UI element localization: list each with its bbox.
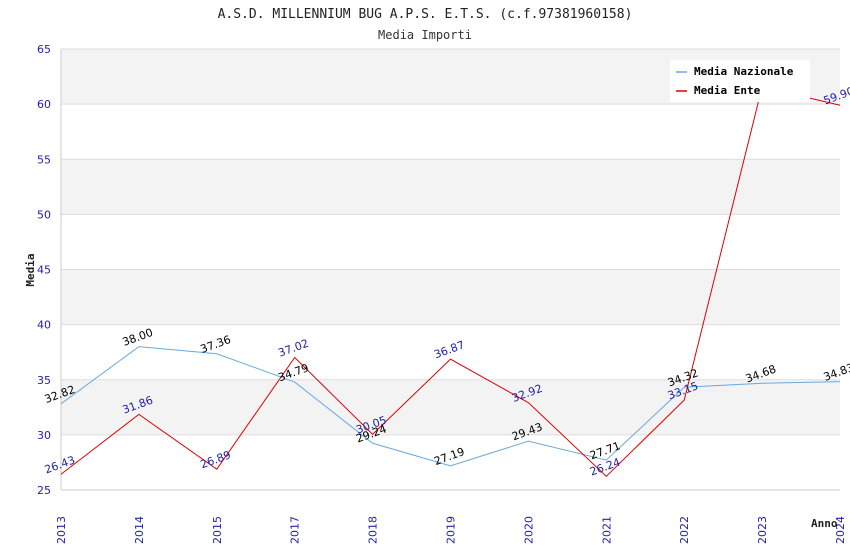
x-tick-label: 2018 — [367, 516, 380, 544]
y-tick-label: 65 — [37, 43, 51, 56]
x-tick-label: 2017 — [289, 516, 302, 544]
x-tick-label: 2024 — [834, 516, 847, 544]
series-lines — [60, 86, 841, 478]
legend: Media Nazionale Media Ente — [670, 60, 810, 102]
y-gridlines — [60, 48, 840, 491]
legend-entry-media-nazionale: Media Nazionale — [694, 65, 794, 78]
x-tick-label: 2014 — [133, 516, 146, 544]
x-tick-label: 2013 — [55, 516, 68, 544]
legend-entry-media-ente: Media Ente — [694, 84, 761, 97]
y-tick-label: 55 — [37, 153, 51, 166]
x-tick-label: 2019 — [445, 516, 458, 544]
x-tick-label: 2020 — [522, 516, 535, 544]
y-axis-label: Media — [24, 253, 37, 286]
y-tick-labels: 25 30 35 40 45 50 55 60 65 — [37, 43, 51, 497]
y-tick-label: 50 — [37, 208, 51, 221]
series-line-media-nazionale — [60, 346, 841, 467]
chart-title: A.S.D. MILLENNIUM BUG A.P.S. E.T.S. (c.f… — [218, 7, 633, 22]
grid-band — [61, 214, 840, 270]
x-tick-label: 2021 — [600, 516, 613, 544]
x-tick-labels: 2013 2014 2015 2017 2018 2019 2020 2021 2022 2023… — [55, 516, 847, 544]
series-line-media-ente — [60, 86, 841, 478]
y-tick-label: 25 — [37, 484, 51, 497]
x-tick-label: 2022 — [678, 516, 691, 544]
grid-band — [61, 269, 840, 325]
grid-band — [61, 434, 840, 490]
x-tick-label: 2023 — [756, 516, 769, 544]
legend-box — [670, 60, 810, 102]
grid-band — [61, 324, 840, 380]
y-tick-label: 40 — [37, 319, 51, 332]
grid-band — [61, 104, 840, 160]
grid-band — [61, 159, 840, 215]
y-tick-label: 35 — [37, 374, 51, 387]
grid-band — [61, 379, 840, 435]
grid-bands — [61, 49, 840, 490]
x-tick-label: 2015 — [211, 516, 224, 544]
y-tick-label: 45 — [37, 264, 51, 277]
x-axis-label: Anno — [811, 517, 838, 530]
y-tick-label: 60 — [37, 98, 51, 111]
chart-subtitle: Media Importi — [378, 28, 472, 42]
y-tick-label: 30 — [37, 429, 51, 442]
